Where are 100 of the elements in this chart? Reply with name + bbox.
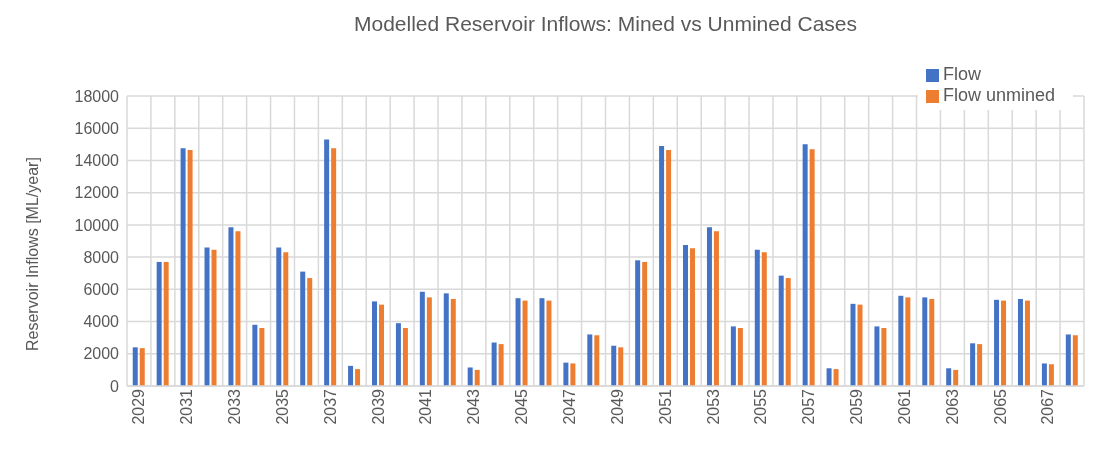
bar bbox=[235, 231, 241, 386]
legend-label: Flow unmined bbox=[943, 85, 1056, 105]
bar bbox=[283, 252, 289, 386]
y-tick-label: 14000 bbox=[74, 152, 120, 170]
bar bbox=[618, 347, 624, 386]
x-tick-label: 2051 bbox=[656, 388, 674, 425]
x-tick-label: 2053 bbox=[704, 388, 722, 425]
bar bbox=[826, 368, 832, 386]
bar bbox=[252, 324, 258, 386]
y-tick-label: 8000 bbox=[83, 248, 120, 266]
x-tick-label: 2037 bbox=[321, 388, 339, 425]
bar bbox=[156, 261, 162, 386]
bar bbox=[754, 249, 760, 386]
bar bbox=[539, 298, 545, 386]
y-tick-label: 12000 bbox=[74, 184, 120, 202]
y-tick-label: 0 bbox=[110, 377, 120, 395]
bar bbox=[785, 278, 791, 386]
bar bbox=[563, 362, 569, 386]
bar bbox=[498, 344, 504, 386]
bar bbox=[426, 297, 432, 386]
bar bbox=[833, 369, 839, 386]
y-tick-label: 10000 bbox=[74, 216, 120, 234]
bar bbox=[163, 261, 169, 386]
x-tick-label: 2043 bbox=[465, 388, 483, 425]
bar bbox=[204, 247, 210, 386]
bar bbox=[546, 300, 552, 386]
bar bbox=[730, 326, 736, 386]
bar bbox=[139, 348, 145, 386]
y-tick-label: 18000 bbox=[74, 87, 120, 105]
bar bbox=[443, 293, 449, 386]
bar bbox=[929, 299, 935, 386]
bar bbox=[905, 297, 911, 386]
bar bbox=[1072, 335, 1078, 386]
x-tick-label: 2029 bbox=[130, 388, 148, 425]
bar bbox=[228, 227, 234, 386]
bar bbox=[778, 275, 784, 386]
bar bbox=[324, 139, 330, 386]
x-tick-label: 2061 bbox=[895, 388, 913, 425]
bar bbox=[977, 344, 983, 386]
y-tick-label: 16000 bbox=[74, 119, 120, 137]
bar bbox=[850, 303, 856, 386]
legend-label: Flow bbox=[943, 64, 982, 84]
chart-title: Modelled Reservoir Inflows: Mined vs Unmined Cases bbox=[352, 12, 858, 36]
bar bbox=[898, 295, 904, 386]
bar bbox=[348, 365, 354, 386]
bar bbox=[211, 249, 217, 386]
x-tick-label: 2047 bbox=[560, 388, 578, 425]
bar bbox=[1048, 364, 1054, 386]
bar bbox=[395, 323, 401, 386]
bar bbox=[402, 328, 408, 386]
bar bbox=[635, 260, 641, 386]
x-tick-label: 2055 bbox=[752, 388, 770, 425]
bar bbox=[809, 149, 815, 386]
bar bbox=[1001, 300, 1007, 386]
bar bbox=[132, 347, 138, 386]
bar bbox=[180, 148, 186, 386]
bar bbox=[1041, 363, 1047, 386]
bar bbox=[737, 328, 743, 386]
bar bbox=[857, 304, 863, 386]
bar bbox=[276, 247, 282, 386]
bar bbox=[642, 261, 648, 386]
bar bbox=[874, 326, 880, 386]
bar bbox=[761, 252, 767, 386]
bar bbox=[300, 271, 306, 386]
x-tick-label: 2059 bbox=[848, 388, 866, 425]
bar bbox=[881, 328, 887, 386]
bar bbox=[970, 343, 976, 386]
x-tick-label: 2039 bbox=[369, 388, 387, 425]
bar bbox=[467, 367, 473, 386]
bar bbox=[659, 145, 665, 386]
x-tick-label: 2067 bbox=[1039, 388, 1057, 425]
bar bbox=[474, 369, 480, 386]
y-axis-title: Reservoir Inflows [ML/year] bbox=[23, 157, 41, 351]
x-tick-label: 2065 bbox=[991, 388, 1009, 425]
x-tick-label: 2045 bbox=[513, 388, 531, 425]
bar bbox=[587, 334, 593, 386]
bar bbox=[378, 304, 384, 386]
bar bbox=[1017, 299, 1023, 386]
bar bbox=[259, 328, 265, 386]
bar bbox=[611, 345, 617, 386]
bar bbox=[522, 300, 528, 386]
bar bbox=[713, 231, 719, 386]
y-tick-label: 4000 bbox=[83, 313, 120, 331]
bar bbox=[307, 278, 313, 386]
x-tick-label: 2031 bbox=[178, 388, 196, 425]
x-tick-label: 2041 bbox=[417, 388, 435, 425]
bar bbox=[491, 342, 497, 386]
x-tick-label: 2033 bbox=[226, 388, 244, 425]
bar bbox=[570, 363, 576, 386]
y-tick-label: 6000 bbox=[83, 281, 120, 299]
bar bbox=[450, 299, 456, 386]
bar bbox=[922, 297, 928, 386]
bar bbox=[371, 301, 377, 386]
bar bbox=[802, 144, 808, 386]
bar bbox=[1024, 300, 1030, 386]
bar bbox=[690, 248, 696, 386]
bar bbox=[515, 298, 521, 386]
x-tick-label: 2057 bbox=[800, 388, 818, 425]
x-tick-label: 2035 bbox=[273, 388, 291, 425]
bar bbox=[594, 335, 600, 386]
